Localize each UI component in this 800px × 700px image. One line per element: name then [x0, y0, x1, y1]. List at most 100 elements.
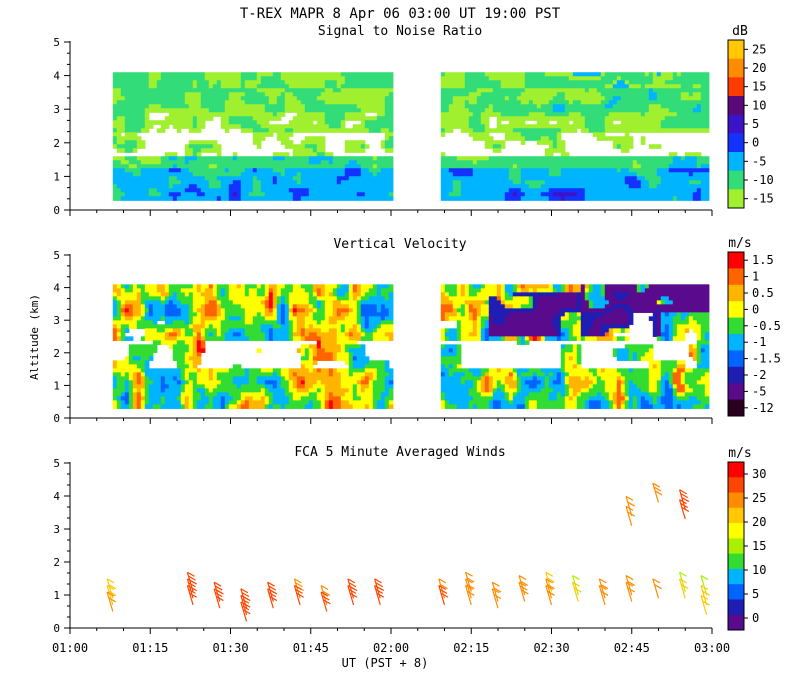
- snr-cell: [216, 176, 222, 181]
- snr-cell: [440, 184, 446, 189]
- snr-cell: [300, 160, 306, 165]
- snr-cell: [344, 128, 350, 133]
- snr-cell: [196, 72, 202, 77]
- snr-cell: [540, 168, 546, 173]
- snr-cell: [668, 128, 674, 133]
- snr-cell: [480, 88, 486, 93]
- vv-cell: [224, 328, 230, 333]
- snr-cell: [200, 100, 206, 105]
- snr-cell: [644, 80, 650, 85]
- snr-cell: [672, 116, 678, 121]
- vv-cell: [200, 396, 206, 401]
- snr-cell: [528, 76, 534, 81]
- vv-cell: [144, 404, 150, 409]
- snr-cell: [472, 96, 478, 101]
- snr-cell: [168, 156, 174, 161]
- snr-cell: [572, 176, 578, 181]
- vv-cell: [176, 308, 182, 313]
- snr-cell: [136, 196, 142, 201]
- snr-cell: [292, 108, 298, 113]
- snr-cell: [160, 96, 166, 101]
- snr-cell: [516, 100, 522, 105]
- snr-cell: [496, 124, 502, 129]
- snr-cell: [480, 176, 486, 181]
- snr-cell: [148, 80, 154, 85]
- snr-cell: [612, 108, 618, 113]
- snr-cell: [372, 176, 378, 181]
- snr-cell: [292, 168, 298, 173]
- snr-cell: [356, 100, 362, 105]
- snr-cell: [452, 196, 458, 201]
- snr-cell: [360, 96, 366, 101]
- snr-cell: [448, 192, 454, 197]
- snr-cell: [192, 196, 198, 201]
- vv-cell: [144, 384, 150, 389]
- vv-cell: [200, 368, 206, 373]
- snr-cell: [192, 116, 198, 121]
- snr-cell: [380, 176, 386, 181]
- snr-cell: [484, 128, 490, 133]
- snr-cell: [140, 76, 146, 81]
- snr-cell: [532, 112, 538, 117]
- snr-cell: [168, 104, 174, 109]
- snr-cell: [580, 84, 586, 89]
- snr-cell: [620, 136, 626, 141]
- snr-cell: [500, 164, 506, 169]
- snr-cell: [660, 84, 666, 89]
- snr-cell: [544, 112, 550, 117]
- snr-cell: [256, 112, 262, 117]
- vv-cell: [164, 308, 170, 313]
- snr-cell: [504, 156, 510, 161]
- snr-cell: [664, 128, 670, 133]
- vv-cell: [176, 352, 182, 357]
- snr-cell: [332, 80, 338, 85]
- snr-cell: [324, 152, 330, 157]
- snr-cell: [352, 84, 358, 89]
- vv-cell: [216, 396, 222, 401]
- snr-cell: [368, 116, 374, 121]
- vv-cell: [120, 400, 126, 405]
- snr-cell: [576, 196, 582, 201]
- snr-cell: [132, 124, 138, 129]
- vv-cell: [136, 316, 142, 321]
- snr-cell: [212, 92, 218, 97]
- snr-cell: [472, 188, 478, 193]
- snr-cell: [608, 116, 614, 121]
- snr-cell: [220, 176, 226, 181]
- snr-cell: [600, 116, 606, 121]
- snr-cell: [356, 124, 362, 129]
- snr-cell: [320, 140, 326, 145]
- snr-cell: [648, 104, 654, 109]
- snr-cell: [664, 176, 670, 181]
- vv-cell: [252, 400, 258, 405]
- snr-cell: [448, 100, 454, 105]
- vv-cell: [192, 284, 198, 289]
- snr-cell: [220, 80, 226, 85]
- snr-cell: [204, 112, 210, 117]
- snr-cell: [192, 88, 198, 93]
- snr-cell: [384, 160, 390, 165]
- vv-cell: [180, 356, 186, 361]
- snr-cell: [276, 88, 282, 93]
- vv-cell: [160, 384, 166, 389]
- vv-cell: [224, 320, 230, 325]
- vv-cell: [120, 388, 126, 393]
- snr-cell: [508, 184, 514, 189]
- snr-cell: [336, 112, 342, 117]
- snr-cell: [344, 72, 350, 77]
- snr-cell: [656, 100, 662, 105]
- snr-cell: [652, 100, 658, 105]
- snr-cell: [444, 192, 450, 197]
- vv-cell: [144, 400, 150, 405]
- snr-cell: [532, 80, 538, 85]
- snr-cell: [440, 76, 446, 81]
- snr-cell: [564, 72, 570, 77]
- snr-cell: [548, 124, 554, 129]
- snr-cell: [148, 92, 154, 97]
- vv-cell: [164, 396, 170, 401]
- snr-cell: [164, 120, 170, 125]
- vv-cell: [116, 316, 122, 321]
- snr-cell: [604, 120, 610, 125]
- vv-cell: [144, 336, 150, 341]
- snr-cell: [608, 120, 614, 125]
